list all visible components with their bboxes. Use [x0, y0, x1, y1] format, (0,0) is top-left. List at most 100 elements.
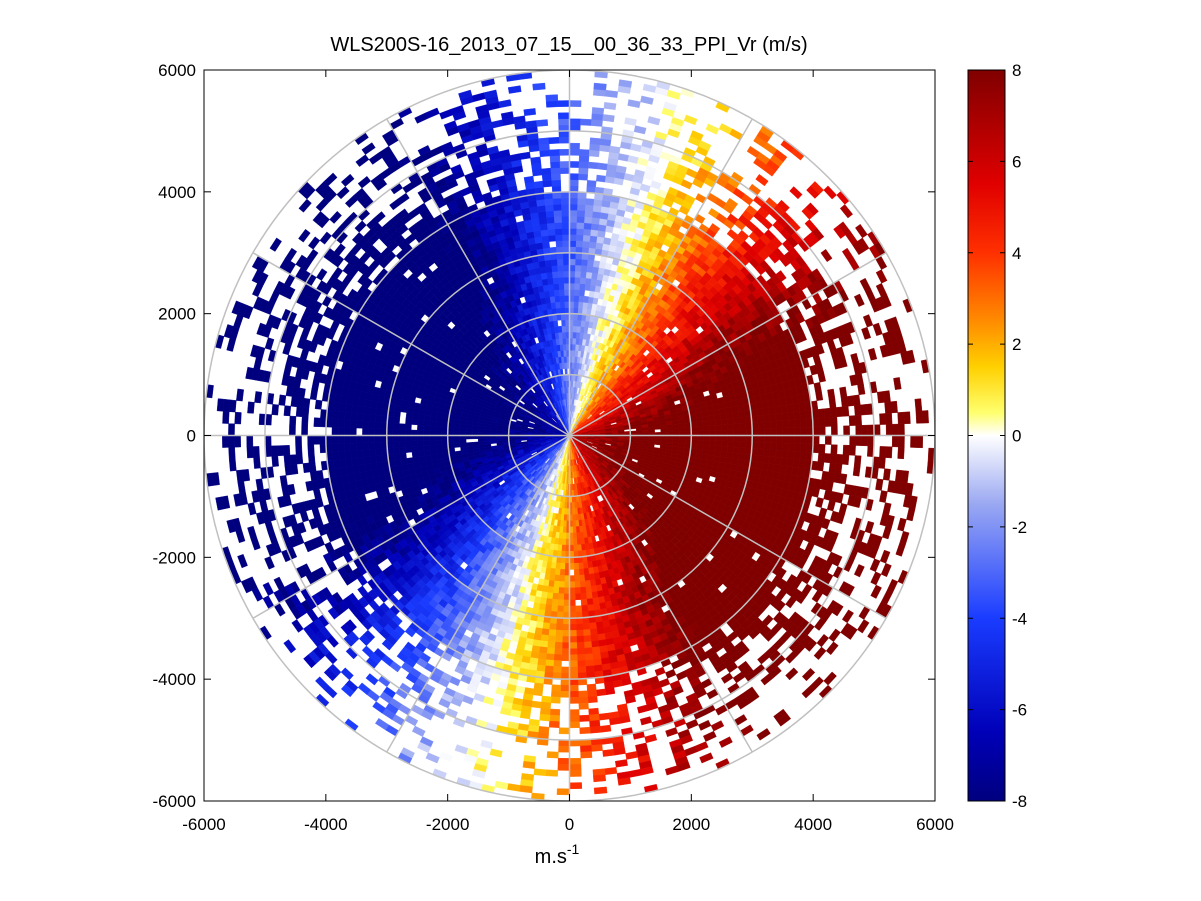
velocity-cell	[702, 444, 710, 451]
velocity-cell	[714, 414, 722, 421]
velocity-cell	[558, 727, 570, 735]
velocity-cell	[542, 622, 550, 630]
velocity-cell	[774, 456, 782, 466]
velocity-cell	[576, 228, 585, 236]
velocity-cell	[660, 428, 668, 433]
velocity-cell	[733, 435, 741, 442]
velocity-cell	[573, 295, 580, 303]
velocity-cell	[715, 440, 722, 447]
velocity-cell	[574, 593, 582, 601]
velocity-cell	[782, 427, 790, 436]
velocity-cell	[569, 611, 577, 619]
velocity-cell	[812, 435, 820, 445]
velocity-cell	[719, 407, 727, 415]
velocity-cell	[891, 435, 899, 448]
velocity-cell	[576, 538, 582, 546]
velocity-cell	[572, 538, 578, 546]
velocity-cell	[788, 435, 796, 444]
velocity-cell	[590, 229, 599, 237]
velocity-cell	[861, 435, 869, 447]
chart-title: WLS200S-16_2013_07_15__00_36_33_PPI_Vr (…	[330, 34, 807, 56]
velocity-cell	[768, 456, 776, 465]
velocity-cell	[569, 660, 578, 668]
velocity-cell	[654, 425, 661, 430]
velocity-cell	[763, 414, 771, 423]
velocity-cell	[533, 768, 547, 777]
velocity-cell	[890, 400, 898, 414]
velocity-cell	[823, 453, 832, 464]
velocity-cell	[603, 102, 617, 110]
velocity-cell	[867, 424, 875, 436]
velocity-cell	[721, 429, 729, 436]
velocity-cell	[878, 456, 886, 469]
velocity-cell	[715, 435, 722, 442]
velocity-cell	[569, 764, 582, 771]
velocity-cell	[768, 406, 776, 415]
velocity-cell	[663, 101, 678, 112]
velocity-cell	[709, 435, 716, 441]
velocity-cell	[562, 624, 570, 631]
velocity-cell	[562, 630, 570, 637]
velocity-cell	[571, 502, 575, 509]
velocity-cell	[860, 404, 868, 416]
velocity-cell	[574, 581, 581, 588]
velocity-cell	[538, 646, 548, 654]
velocity-cell	[824, 435, 832, 445]
velocity-cell	[569, 142, 580, 150]
velocity-cell	[577, 203, 586, 211]
velocity-cell	[539, 713, 551, 722]
velocity-cell	[593, 664, 603, 672]
velocity-cell	[590, 119, 603, 127]
velocity-cell	[562, 617, 570, 625]
velocity-cell	[830, 444, 838, 455]
velocity-cell	[569, 684, 579, 692]
velocity-cell	[553, 647, 563, 655]
velocity-cell	[581, 259, 589, 267]
velocity-cell	[812, 426, 820, 436]
velocity-cell	[589, 241, 597, 249]
velocity-cell	[557, 599, 564, 607]
velocity-cell	[672, 423, 680, 429]
velocity-cell	[593, 199, 603, 207]
velocity-cell	[569, 593, 576, 601]
velocity-cell	[561, 538, 567, 546]
velocity-cell	[709, 430, 716, 436]
velocity-cell	[545, 598, 553, 606]
velocity-cell	[781, 442, 789, 452]
velocity-cell	[751, 428, 759, 436]
velocity-cell	[829, 453, 838, 464]
velocity-cell	[557, 764, 570, 771]
velocity-cell	[574, 283, 581, 290]
velocity-cell	[569, 246, 577, 254]
velocity-cell	[817, 452, 825, 463]
velocity-cell	[582, 629, 591, 637]
velocity-cell	[696, 444, 704, 450]
velocity-cell	[861, 424, 869, 436]
velocity-cell	[733, 429, 741, 436]
velocity-cell	[569, 197, 578, 205]
velocity-cell	[727, 423, 735, 431]
velocity-cell	[589, 137, 601, 145]
velocity-cell	[709, 425, 716, 431]
velocity-cell	[576, 641, 585, 649]
velocity-cell	[560, 672, 570, 680]
velocity-cell	[903, 411, 911, 425]
velocity-cell	[545, 659, 554, 667]
velocity-cell	[666, 424, 674, 429]
velocity-cell	[841, 405, 850, 417]
velocity-cell	[539, 707, 551, 716]
velocity-cell	[592, 658, 602, 666]
velocity-cell	[569, 240, 577, 247]
velocity-cell	[593, 786, 608, 795]
velocity-cell	[721, 424, 728, 431]
velocity-cell	[575, 623, 584, 631]
velocity-cell	[569, 757, 582, 765]
velocity-cell	[569, 715, 580, 723]
velocity-cell	[569, 770, 582, 777]
velocity-cell	[569, 617, 577, 625]
velocity-cell	[702, 425, 710, 432]
velocity-cell	[721, 440, 728, 447]
velocity-cell	[739, 441, 747, 449]
velocity-cell	[839, 386, 848, 398]
velocity-cell	[684, 439, 692, 445]
